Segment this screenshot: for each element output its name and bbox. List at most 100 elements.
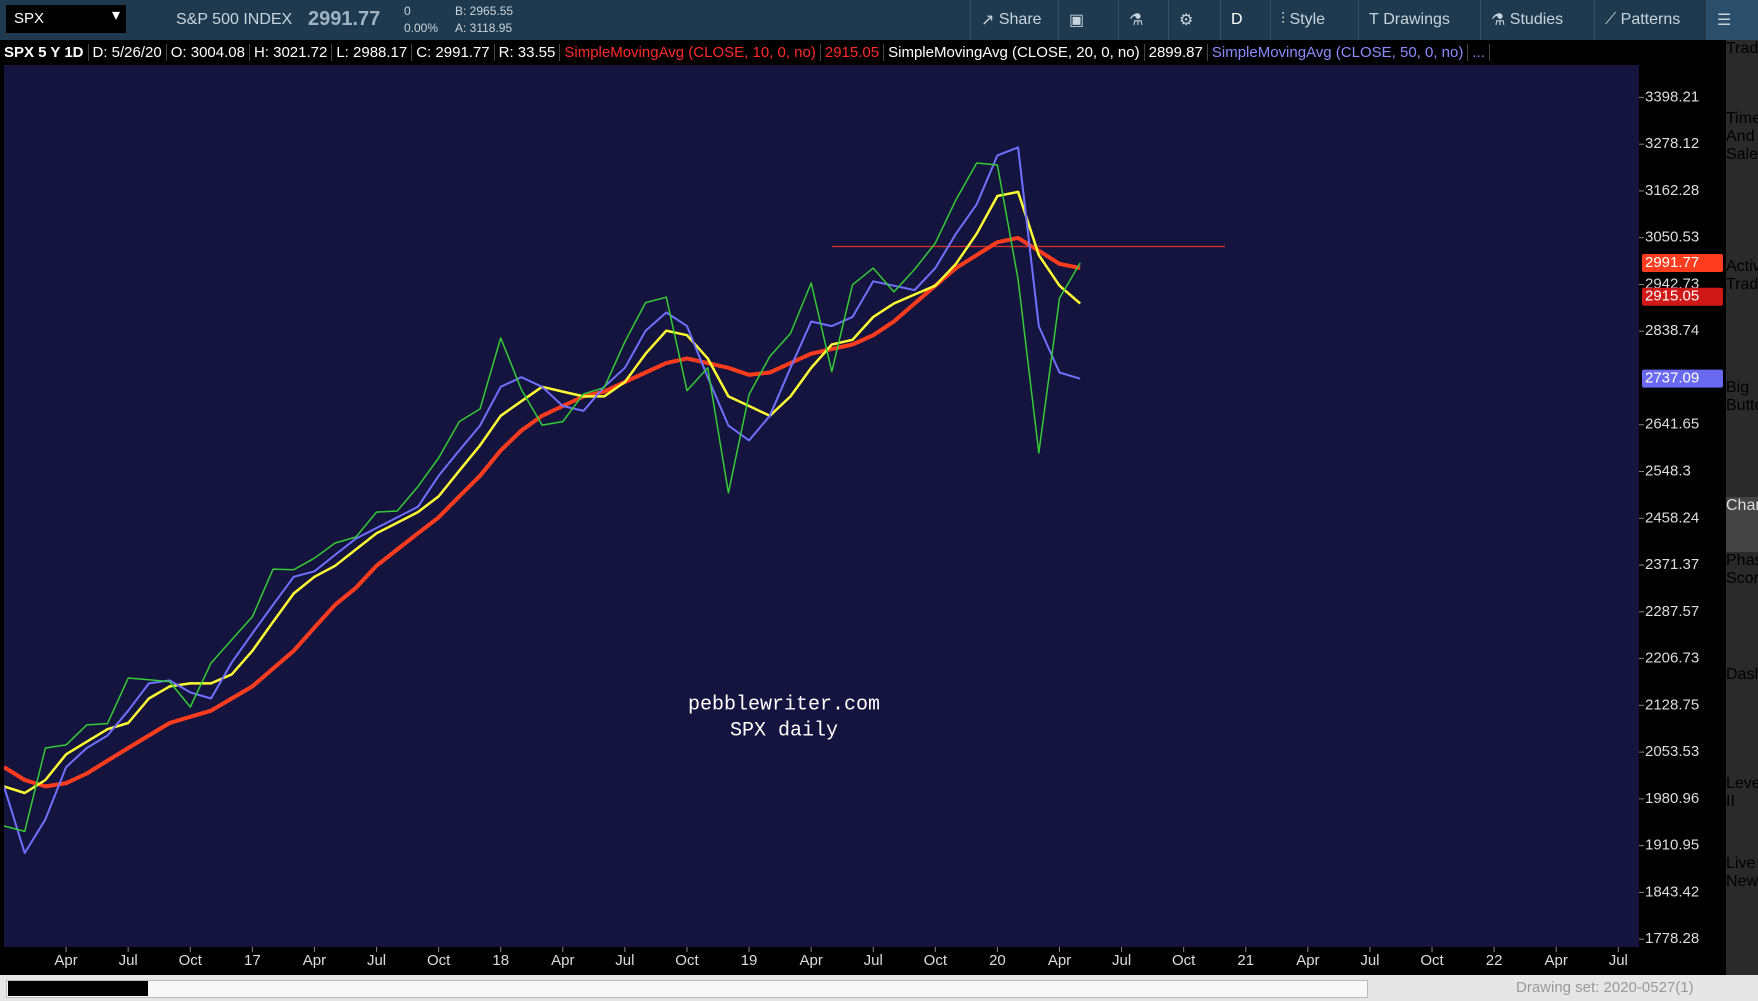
scrollbar[interactable] [6,980,1368,998]
aggregation-button[interactable]: D [1220,0,1270,40]
x-tick-label: Apr [1296,952,1319,969]
y-tick-label: 2287.57 [1645,603,1699,620]
y-tick-label: 3162.28 [1645,182,1699,199]
drawings-button[interactable]: T Drawings [1358,0,1480,40]
study-label: SimpleMovingAvg (CLOSE, 20, 0, no) [884,43,1145,61]
button-label: Studies [1509,11,1564,28]
side-tab[interactable]: Times And Sales [1726,110,1758,258]
info-item: O: 3004.08 [167,43,250,61]
chart: 3398.213278.123162.283050.532942.732838.… [0,65,1726,975]
side-tab[interactable]: Live News [1726,855,1758,975]
side-tabs: Trade Times And Sales Active Trader Big But… [1726,40,1758,975]
studies-button[interactable]: ⚗ Studies [1480,0,1594,40]
side-tab[interactable]: Big Buttons [1726,379,1758,497]
x-tick-label: 19 [741,952,758,969]
y-tick-label: 2371.37 [1645,556,1699,573]
side-tab[interactable]: Chart [1726,497,1758,552]
x-tick-label: Apr [1545,952,1568,969]
y-tick-label: 3278.12 [1645,135,1699,152]
net-change-pct: 0.00% [404,21,439,35]
patterns-button[interactable]: ⟋ Patterns [1594,0,1706,40]
x-tick-label: Apr [1048,952,1071,969]
side-tab-label: Active Trader [1726,258,1758,293]
dropdown-arrow[interactable]: ▾ [112,7,121,24]
x-tick-label: 20 [989,952,1006,969]
side-tab[interactable]: Level II [1726,775,1758,855]
side-tab-label: Trade [1726,40,1758,57]
y-tick-label: 2641.65 [1645,416,1699,433]
x-tick-label: Oct [924,952,948,969]
bid: B: 2965.55 [455,4,514,18]
symbol-input[interactable]: SPX [6,5,126,33]
x-tick-label: Oct [1172,952,1196,969]
last-price: 2991.77 [308,8,381,30]
x-tick-label: Jul [119,952,138,969]
x-tick-label: Jul [1112,952,1131,969]
x-tick-label: Apr [54,952,77,969]
y-tick-label: 2548.3 [1645,462,1691,479]
info-item: H: 3021.72 [250,43,333,61]
button-label: Drawings [1383,11,1450,28]
toolbar: SPX ▾ S&P 500 INDEX 2991.77 0 0.00% B: 2… [0,0,1758,40]
x-tick-label: Apr [303,952,326,969]
side-tab[interactable]: Trade [1726,40,1758,110]
symbol-description: S&P 500 INDEX [176,11,293,28]
y-tick-label: 1910.95 [1645,837,1699,854]
y-tick-label: 2053.53 [1645,743,1699,760]
price-badge [1642,253,1723,272]
y-tick-label: 2128.75 [1645,696,1699,713]
icon-button[interactable]: ⚗ [1118,0,1168,40]
y-tick-label: 3050.53 [1645,229,1699,246]
side-tab-label: Times And Sales [1726,110,1758,163]
side-tab[interactable]: Dashboard [1726,666,1758,775]
icon-button[interactable]: ▣ [1058,0,1118,40]
study-value: ... [1468,43,1490,61]
side-tab[interactable]: Phase Scores [1726,552,1758,666]
x-tick-label: Jul [1609,952,1628,969]
net-change: 0 [404,4,411,18]
x-tick-label: 18 [492,952,509,969]
info-item: C: 2991.77 [412,43,495,61]
icon-button[interactable]: ⚙ [1168,0,1220,40]
style-button[interactable]: ⫶ Style [1270,0,1358,40]
button-label: Share [998,11,1042,28]
x-tick-label: Jul [615,952,634,969]
y-tick-label: 2458.24 [1645,509,1699,526]
x-tick-label: Apr [551,952,574,969]
price-badge-label: 2915.05 [1645,288,1699,305]
x-tick-label: Oct [1420,952,1444,969]
study-label: SimpleMovingAvg (CLOSE, 10, 0, no) [560,43,821,61]
info-item: R: 33.55 [495,43,561,61]
x-tick-label: Oct [179,952,203,969]
time-axis [0,947,1726,975]
price-badge [1642,369,1723,388]
drawing-set: Drawing set: 2020-0527(1) [1516,979,1694,996]
y-tick-label: 1778.28 [1645,930,1699,947]
button-label: Patterns [1620,11,1681,28]
side-tab[interactable]: Active Trader [1726,258,1758,379]
x-tick-label: Oct [675,952,699,969]
side-tab-label: Dashboard [1726,666,1758,683]
side-tab-label: Live News [1726,855,1758,890]
watermark: SPX daily [730,719,838,742]
x-tick-label: 22 [1486,952,1503,969]
menu-button[interactable]: ☰ [1706,0,1758,40]
scroll-thumb[interactable] [8,981,148,996]
x-tick-label: Oct [427,952,451,969]
plot-background [4,65,1639,947]
y-tick-label: 3398.21 [1645,88,1699,105]
study-value: 2915.05 [821,43,885,61]
price-badge [1642,287,1723,306]
series-line [4,162,1081,833]
share-button[interactable]: ↗ Share [970,0,1058,40]
ask: A: 3118.95 [455,21,513,35]
y-tick-label: 1980.96 [1645,790,1699,807]
x-tick-label: Apr [799,952,822,969]
side-tab-label: Big Buttons [1726,379,1758,414]
y-tick-label: 2838.74 [1645,322,1699,339]
price-axis [1639,65,1726,947]
y-tick-label: 1843.42 [1645,883,1699,900]
x-tick-label: 17 [244,952,261,969]
status-bar: Drawing set: 2020-0527(1) [0,975,1758,1001]
